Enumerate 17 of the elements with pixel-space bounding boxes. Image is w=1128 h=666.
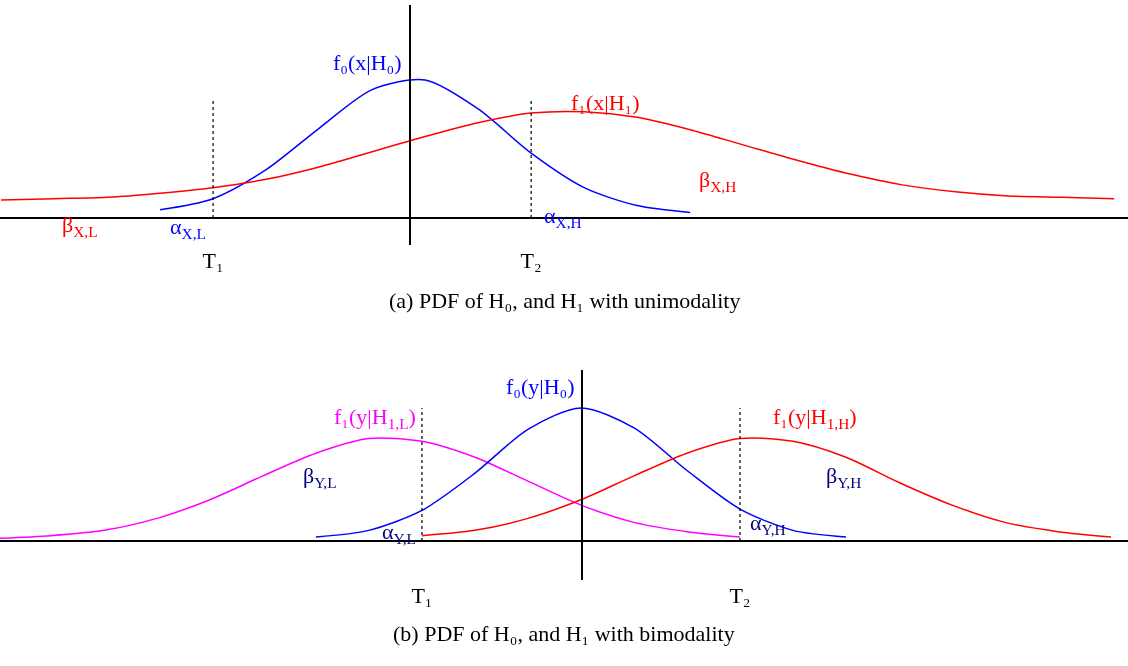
series-label: f₀(y|H₀) [506,374,575,399]
x-tick-label: T₁ [202,248,224,273]
x-tick-label: T₂ [729,583,751,608]
series-label: f₁(y|H$_{1,L}$) [334,404,416,432]
series-label: f₁(x|H₁) [571,90,640,115]
annotation: α$_{X,L}$ [170,214,206,242]
text: (a) PDF of H₀, and H₁ with unimodality [389,288,741,313]
text: (b) PDF of H₀, and H₁ with bimodality [393,621,735,646]
annotation: β$_{X,L}$ [62,212,98,240]
annotation: α$_{Y,H}$ [750,510,786,538]
series-label: f₁(y|H$_{1,H}$) [773,404,857,432]
series-label: f₀(x|H₀) [333,50,402,75]
x-tick-label: T₂ [520,248,542,273]
annotation: β$_{Y,H}$ [826,463,862,491]
annotation: β$_{X,H}$ [699,167,737,195]
x-tick-label: T₁ [411,583,433,608]
annotation: β$_{Y,L}$ [303,463,337,491]
